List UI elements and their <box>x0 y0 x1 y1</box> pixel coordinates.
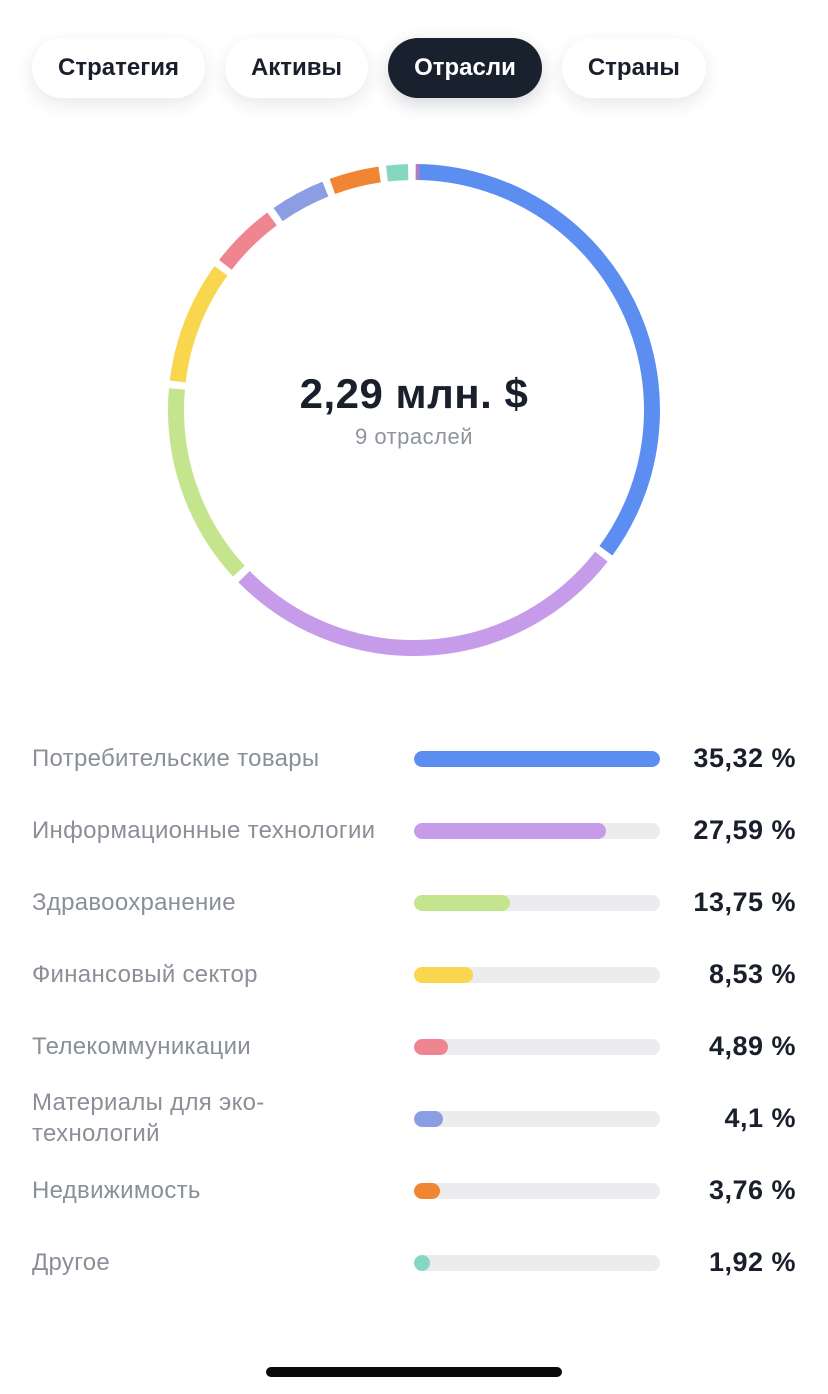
sector-percent: 27,59 % <box>693 814 796 845</box>
sector-row[interactable]: Здравоохранение 13,75 % <box>32 866 796 938</box>
donut-segment[interactable] <box>169 266 228 383</box>
sector-bar-fill <box>414 1111 443 1127</box>
sector-percent: 35,32 % <box>693 742 796 773</box>
tab-sectors[interactable]: Отрасли <box>388 38 542 98</box>
sector-percent: 8,53 % <box>708 958 796 989</box>
donut-segment[interactable] <box>238 551 608 656</box>
donut-segment[interactable] <box>386 164 409 182</box>
tab-countries[interactable]: Страны <box>561 38 706 98</box>
sector-name: Телекоммуникации <box>32 1032 251 1060</box>
sector-bar-track <box>414 895 660 911</box>
sector-percent: 4,1 % <box>724 1102 796 1133</box>
donut-segment[interactable] <box>329 166 381 194</box>
sector-row[interactable]: Материалы для эко-технологий 4,1 % <box>32 1082 796 1154</box>
sector-name: Другое <box>32 1248 111 1276</box>
sector-row[interactable]: Другое 1,92 % <box>32 1226 796 1298</box>
sector-row[interactable]: Информационные технологии 27,59 % <box>32 794 796 866</box>
sector-percent: 3,76 % <box>708 1174 796 1205</box>
sector-bar-track <box>414 967 660 983</box>
tab-strategy[interactable]: Стратегия <box>32 38 205 98</box>
sector-bar-track <box>414 751 660 767</box>
sector-list: Потребительские товары 35,32 % Информаци… <box>32 722 796 1298</box>
sector-bar-track <box>414 823 660 839</box>
bottom-safe-area <box>0 1326 828 1394</box>
donut-segment[interactable] <box>273 181 329 222</box>
sector-name: Здравоохранение <box>32 888 236 916</box>
sector-percent: 1,92 % <box>708 1246 796 1277</box>
sector-row[interactable]: Финансовый сектор 8,53 % <box>32 938 796 1010</box>
donut-segment[interactable] <box>417 164 660 556</box>
sector-bar-track <box>414 1111 660 1127</box>
sector-bar-fill <box>414 895 510 911</box>
donut-segment[interactable] <box>168 388 245 577</box>
sector-bar-fill <box>414 751 660 767</box>
sector-bar-fill <box>414 1183 441 1199</box>
sector-bar-track <box>414 1255 660 1271</box>
sector-count: 9 отраслей <box>354 424 473 449</box>
segment-tabs: Стратегия Активы Отрасли Страны <box>32 38 706 98</box>
sector-bar-track <box>414 1183 660 1199</box>
sector-name: Финансовый сектор <box>32 960 258 988</box>
donut-svg <box>168 164 660 656</box>
sector-percent: 4,89 % <box>708 1030 796 1061</box>
donut-segment[interactable] <box>219 212 277 270</box>
donut-center: 2,29 млн. $ 9 отраслей <box>164 160 664 660</box>
sector-name: Информационные технологии <box>32 816 376 844</box>
sector-percent: 13,75 % <box>693 886 796 917</box>
sector-row[interactable]: Недвижимость 3,76 % <box>32 1154 796 1226</box>
tab-assets[interactable]: Активы <box>224 38 369 98</box>
sector-row[interactable]: Телекоммуникации 4,89 % <box>32 1010 796 1082</box>
sector-bar-fill <box>414 1255 430 1271</box>
home-indicator[interactable] <box>266 1367 562 1377</box>
sector-row[interactable]: Потребительские товары 35,32 % <box>32 722 796 794</box>
sector-bar-fill <box>414 1039 449 1055</box>
sector-name: Материалы для эко-технологий <box>32 1089 265 1147</box>
portfolio-total: 2,29 млн. $ <box>299 370 529 417</box>
sector-name: Недвижимость <box>32 1176 201 1204</box>
sector-name: Потребительские товары <box>32 744 320 772</box>
sector-bar-fill <box>414 967 474 983</box>
sector-bar-track <box>414 1039 660 1055</box>
sector-donut-chart: 2,29 млн. $ 9 отраслей <box>164 160 664 660</box>
sector-bar-fill <box>414 823 607 839</box>
